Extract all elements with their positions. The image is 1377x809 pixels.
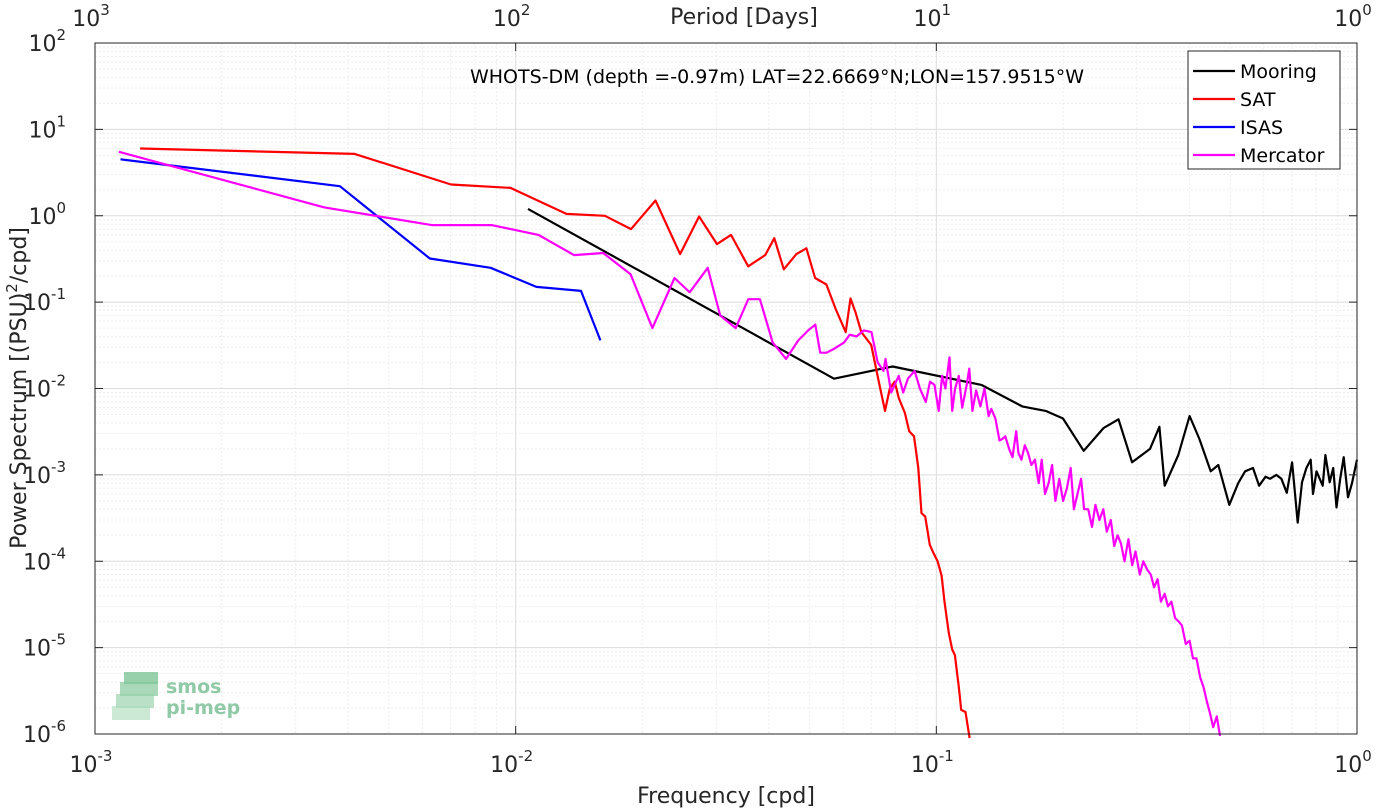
tick-exponent: 0 bbox=[1362, 1, 1372, 19]
y-axis-label-tail: /cpd] bbox=[7, 227, 32, 283]
tick-exponent: -2 bbox=[51, 372, 66, 390]
tick-base: 10 bbox=[911, 753, 939, 778]
x-tick-label: 10-2 bbox=[490, 747, 533, 778]
top-period-tick-labels: 103 102 101 100 bbox=[72, 1, 1372, 32]
tick-exponent: 0 bbox=[1362, 747, 1372, 765]
y-axis-label-superscript: 2 bbox=[3, 283, 21, 293]
tick-exponent: 1 bbox=[942, 1, 952, 19]
tick-base: 10 bbox=[23, 378, 51, 403]
y-tick-label: 10-1 bbox=[23, 285, 66, 316]
tick-exponent: 2 bbox=[56, 26, 66, 44]
legend: Mooring SAT ISAS Mercator bbox=[1187, 50, 1341, 170]
tick-exponent: -5 bbox=[51, 631, 66, 649]
tick-base: 10 bbox=[28, 118, 56, 143]
tick-base: 10 bbox=[1334, 7, 1362, 32]
tick-exponent: -3 bbox=[51, 458, 66, 476]
tick-base: 10 bbox=[23, 637, 51, 662]
top-tick-label: 102 bbox=[493, 1, 531, 32]
legend-entry-mercator: Mercator bbox=[1240, 145, 1325, 167]
y-tick-label: 102 bbox=[28, 26, 66, 57]
tick-exponent: -3 bbox=[98, 747, 113, 765]
tick-base: 10 bbox=[28, 32, 56, 57]
tick-exponent: 2 bbox=[521, 1, 531, 19]
y-tick-label: 10-3 bbox=[23, 458, 66, 489]
y-axis-label: Power Spectrum [(PSU)2/cpd] bbox=[3, 227, 32, 549]
tick-base: 10 bbox=[28, 205, 56, 230]
series-lines bbox=[118, 147, 1359, 739]
top-tick-label: 101 bbox=[914, 1, 952, 32]
tick-base: 10 bbox=[23, 291, 51, 316]
tick-base: 10 bbox=[1334, 753, 1362, 778]
legend-entry-isas: ISAS bbox=[1240, 117, 1283, 139]
legend-entry-sat: SAT bbox=[1240, 89, 1276, 111]
series-line-sat bbox=[140, 147, 971, 739]
smos-pi-mep-logo: smos pi-mep bbox=[112, 672, 240, 720]
y-tick-label: 10-6 bbox=[23, 717, 66, 748]
chart-title: WHOTS-DM (depth =-0.97m) LAT=22.6669°N;L… bbox=[470, 66, 1084, 88]
tick-marks bbox=[94, 42, 1358, 735]
top-tick-label: 103 bbox=[72, 1, 110, 32]
series-line-isas bbox=[120, 158, 602, 341]
tick-base: 10 bbox=[490, 753, 518, 778]
tick-base: 10 bbox=[493, 7, 521, 32]
legend-entry-mooring: Mooring bbox=[1240, 61, 1317, 83]
top-axis-label: Period [Days] bbox=[670, 5, 818, 30]
y-axis-label-main: Power Spectrum [(PSU) bbox=[7, 293, 32, 549]
tick-base: 10 bbox=[914, 7, 942, 32]
series-line-mercator bbox=[118, 150, 1222, 737]
x-tick-labels: 10-3 10-2 10-1 100 bbox=[70, 747, 1372, 778]
tick-base: 10 bbox=[23, 550, 51, 575]
tick-exponent: -4 bbox=[51, 544, 66, 562]
x-axis-label: Frequency [cpd] bbox=[637, 784, 815, 809]
top-tick-label: 100 bbox=[1334, 1, 1372, 32]
y-tick-label: 10-4 bbox=[23, 544, 66, 575]
y-tick-label: 10-5 bbox=[23, 631, 66, 662]
tick-base: 10 bbox=[72, 7, 100, 32]
y-tick-label: 100 bbox=[28, 199, 66, 230]
x-tick-label: 10-3 bbox=[70, 747, 113, 778]
logo-mark-icon bbox=[112, 672, 158, 720]
tick-exponent: 1 bbox=[56, 112, 66, 130]
logo-text-pi-mep: pi-mep bbox=[166, 697, 240, 719]
tick-exponent: -1 bbox=[51, 285, 66, 303]
series-line-mooring bbox=[527, 207, 1359, 524]
tick-exponent: 0 bbox=[56, 199, 66, 217]
tick-exponent: -6 bbox=[51, 717, 66, 735]
tick-exponent: -1 bbox=[939, 747, 954, 765]
tick-base: 10 bbox=[70, 753, 98, 778]
tick-exponent: 3 bbox=[100, 1, 110, 19]
x-tick-label: 10-1 bbox=[911, 747, 954, 778]
grid bbox=[94, 42, 1358, 735]
tick-base: 10 bbox=[23, 464, 51, 489]
y-tick-label: 10-2 bbox=[23, 372, 66, 403]
logo-text-smos: smos bbox=[166, 676, 221, 698]
y-tick-label: 101 bbox=[28, 112, 66, 143]
x-tick-label: 100 bbox=[1334, 747, 1372, 778]
tick-exponent: -2 bbox=[518, 747, 533, 765]
tick-base: 10 bbox=[23, 723, 51, 748]
